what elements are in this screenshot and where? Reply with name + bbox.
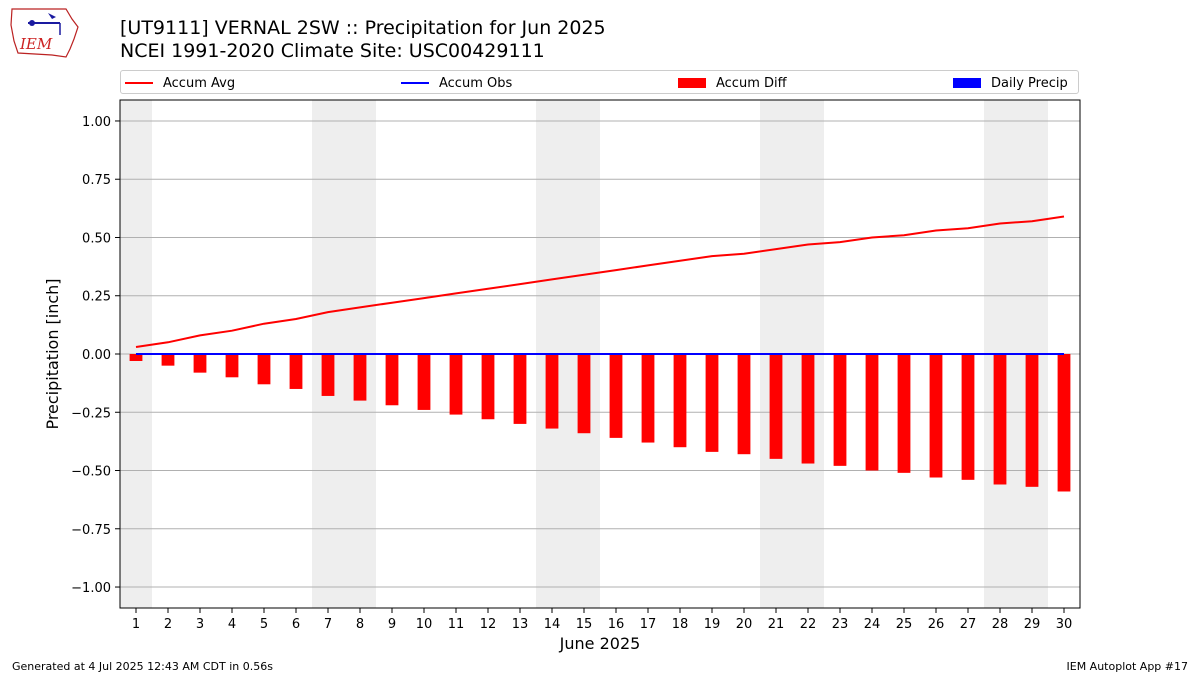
accum-diff-bar — [257, 354, 271, 385]
x-tick-label: 30 — [1056, 617, 1073, 632]
x-tick-label: 20 — [736, 617, 753, 632]
legend-label: Accum Obs — [439, 75, 513, 91]
x-tick-label: 10 — [416, 617, 433, 632]
accum-diff-bar — [481, 354, 495, 420]
legend-swatch — [953, 78, 981, 88]
accum-diff-bar — [321, 354, 335, 396]
y-tick-label: −0.25 — [71, 406, 111, 421]
accum-diff-bar — [545, 354, 559, 429]
accum-diff-bar — [1057, 354, 1071, 492]
x-tick-label: 4 — [228, 617, 236, 632]
accum-diff-bar — [129, 354, 143, 361]
legend-item-accum-diff: Accum Diff — [678, 74, 787, 92]
x-tick-label: 21 — [768, 617, 785, 632]
x-tick-label: 24 — [864, 617, 881, 632]
footer-app: IEM Autoplot App #17 — [1066, 660, 1189, 673]
x-tick-label: 11 — [448, 617, 465, 632]
logo-text: IEM — [19, 35, 53, 53]
x-tick-label: 16 — [608, 617, 625, 632]
accum-diff-bar — [161, 354, 175, 366]
y-tick-label: −1.00 — [71, 581, 111, 596]
accum-diff-bar — [385, 354, 399, 406]
iem-logo: IEM — [10, 8, 79, 58]
x-tick-label: 1 — [132, 617, 140, 632]
x-tick-label: 3 — [196, 617, 204, 632]
legend-swatch — [401, 82, 429, 84]
accum-diff-bar — [737, 354, 751, 455]
y-axis-label: Precipitation [inch] — [43, 278, 62, 429]
legend-label: Daily Precip — [991, 75, 1068, 91]
accum-diff-bar — [769, 354, 783, 459]
x-tick-label: 29 — [1024, 617, 1041, 632]
legend-item-accum-avg: Accum Avg — [125, 74, 235, 92]
accum-diff-bar — [609, 354, 623, 438]
accum-diff-bar — [673, 354, 687, 448]
accum-diff-bar — [225, 354, 239, 378]
x-tick-label: 26 — [928, 617, 945, 632]
accum-diff-bar — [865, 354, 879, 471]
y-tick-label: 0.25 — [82, 290, 111, 305]
legend-swatch — [678, 78, 706, 88]
x-tick-label: 15 — [576, 617, 593, 632]
accum-diff-bar — [929, 354, 943, 478]
legend-label: Accum Diff — [716, 75, 787, 91]
chart-title: [UT9111] VERNAL 2SW :: Precipitation for… — [120, 17, 606, 39]
chart-subtitle: NCEI 1991-2020 Climate Site: USC00429111 — [120, 40, 545, 62]
x-tick-label: 17 — [640, 617, 657, 632]
accum-diff-bar — [193, 354, 207, 373]
y-tick-label: 1.00 — [82, 115, 111, 130]
legend-swatch — [125, 82, 153, 84]
y-tick-label: 0.00 — [82, 348, 111, 363]
legend-label: Accum Avg — [163, 75, 236, 91]
accum-diff-bar — [993, 354, 1007, 485]
x-tick-label: 27 — [960, 617, 977, 632]
x-axis-label: June 2025 — [559, 634, 641, 653]
y-tick-label: 0.75 — [82, 173, 111, 188]
x-tick-label: 14 — [544, 617, 561, 632]
accum-diff-bar — [1025, 354, 1039, 487]
accum-diff-bar — [289, 354, 303, 389]
x-tick-label: 7 — [324, 617, 332, 632]
y-tick-label: 0.50 — [82, 231, 111, 246]
accum-diff-bar — [705, 354, 719, 452]
x-tick-label: 18 — [672, 617, 689, 632]
x-tick-label: 23 — [832, 617, 849, 632]
accum-diff-bar — [897, 354, 911, 473]
x-tick-label: 2 — [164, 617, 172, 632]
y-tick-label: −0.50 — [71, 465, 111, 480]
x-tick-label: 19 — [704, 617, 721, 632]
accum-diff-bar — [417, 354, 431, 410]
accum-diff-bar — [513, 354, 527, 424]
legend: Accum Avg Accum Obs Accum Diff Daily Pre… — [120, 70, 1079, 94]
accum-diff-bar — [353, 354, 367, 401]
x-tick-label: 25 — [896, 617, 913, 632]
accum-diff-bar — [577, 354, 591, 434]
legend-item-accum-obs: Accum Obs — [401, 74, 512, 92]
accum-diff-bar — [801, 354, 815, 464]
x-tick-label: 28 — [992, 617, 1009, 632]
x-tick-label: 13 — [512, 617, 529, 632]
x-tick-label: 6 — [292, 617, 300, 632]
legend-item-daily-precip: Daily Precip — [953, 74, 1068, 92]
x-tick-label: 22 — [800, 617, 817, 632]
x-tick-label: 5 — [260, 617, 268, 632]
x-tick-label: 12 — [480, 617, 497, 632]
footer-generated: Generated at 4 Jul 2025 12:43 AM CDT in … — [12, 660, 273, 673]
y-tick-label: −0.75 — [71, 523, 111, 538]
accum-diff-bar — [961, 354, 975, 480]
accum-diff-bar — [641, 354, 655, 443]
accum-diff-bar — [449, 354, 463, 415]
x-tick-label: 9 — [388, 617, 396, 632]
accum-avg-line — [135, 215, 1065, 348]
accum-diff-bar — [833, 354, 847, 466]
x-tick-label: 8 — [356, 617, 364, 632]
